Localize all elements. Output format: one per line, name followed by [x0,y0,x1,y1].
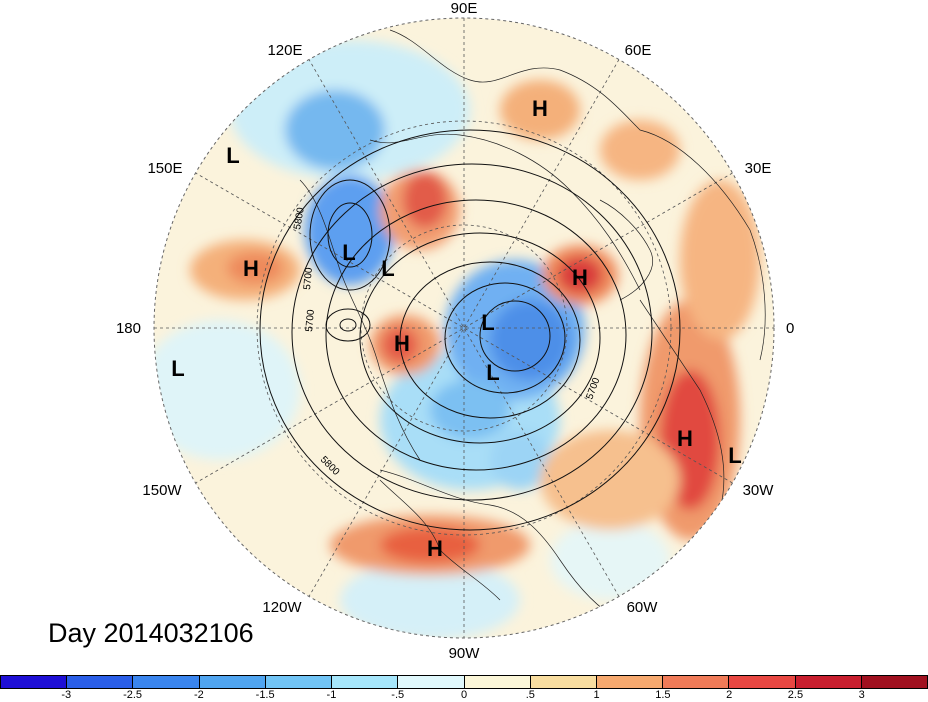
colorbar [0,675,928,689]
colorbar-segment [530,676,597,688]
colorbar-segment [596,676,664,688]
colorbar-segment [133,676,200,688]
colorbar-segment [199,676,266,688]
lon-label-0: 0 [786,320,794,337]
colorbar-tick-label: .5 [525,689,535,701]
lon-label-60e: 60E [625,42,652,59]
colorbar-tick-label: -1.5 [255,689,275,701]
colorbar-segment [795,676,862,688]
lon-label-120e: 120E [267,42,302,59]
colorbar-segment [332,676,399,688]
pressure-center: L [728,443,741,468]
colorbar-tick-label: 3 [858,689,865,701]
pressure-center: L [226,143,239,168]
map-title: Day 2014032106 [48,618,254,648]
colorbar-tick-label: 2 [726,689,733,701]
lon-label-30w: 30W [743,482,775,499]
pressure-center: H [427,536,443,561]
pressure-centers: H L H L L H L H L L H L H [171,96,741,561]
colorbar-segment [265,676,333,688]
graticule [154,18,774,638]
colorbar-tick-label: -.5 [391,689,405,701]
colorbar-tick-label: 0 [460,689,468,701]
contour-label: 5700 [302,267,315,291]
colorbar-tick-label: -1 [326,689,337,701]
lon-label-60w: 60W [627,599,659,616]
colorbar-segment [729,676,796,688]
pressure-center: L [381,256,394,281]
colorbar-tick-label: -2.5 [123,689,143,701]
lon-label-30e: 30E [745,160,772,177]
lon-label-180: 180 [116,320,141,337]
pressure-center: H [532,96,548,121]
colorbar-segment [398,676,465,688]
colorbar-segment [1,676,68,688]
colorbar-tick-label: -2 [193,689,204,701]
contour-label: 5800 [292,206,307,230]
pressure-center: L [171,356,184,381]
longitude-labels: 90E 60E 30E 0 30W 60W 90W 120W 150W 180 … [116,0,794,662]
lon-label-90w: 90W [449,645,481,662]
map-border [153,17,775,639]
colorbar-tick-label: 1 [593,689,600,701]
height-contours [259,129,681,531]
colorbar-segment [861,676,928,688]
colorbar-segment [464,676,531,688]
colorbar-segment [663,676,730,688]
colorbar-tick-label: -3 [61,689,72,701]
pressure-center: H [677,426,693,451]
coastlines [299,29,766,621]
anomaly-shading [154,18,774,638]
lon-label-120w: 120W [262,599,302,616]
colorbar-tick-label: 1.5 [655,689,671,701]
pressure-center: H [572,265,588,290]
pressure-center: H [243,256,259,281]
pressure-center: L [486,360,499,385]
colorbar-segment [67,676,134,688]
colorbar-ticks: -3 -2.5 -2 -1.5 -1 -.5 0 .5 1 1.5 2 2.5 3 [0,689,928,702]
pressure-center: L [481,310,494,335]
contour-label: 5700 [304,309,317,333]
lon-label-150w: 150W [142,482,182,499]
pressure-center: L [342,240,355,265]
colorbar-tick-label: 2.5 [787,689,804,701]
pressure-center: H [394,331,410,356]
lon-label-90e: 90E [451,0,478,17]
lon-label-150e: 150E [147,160,182,177]
